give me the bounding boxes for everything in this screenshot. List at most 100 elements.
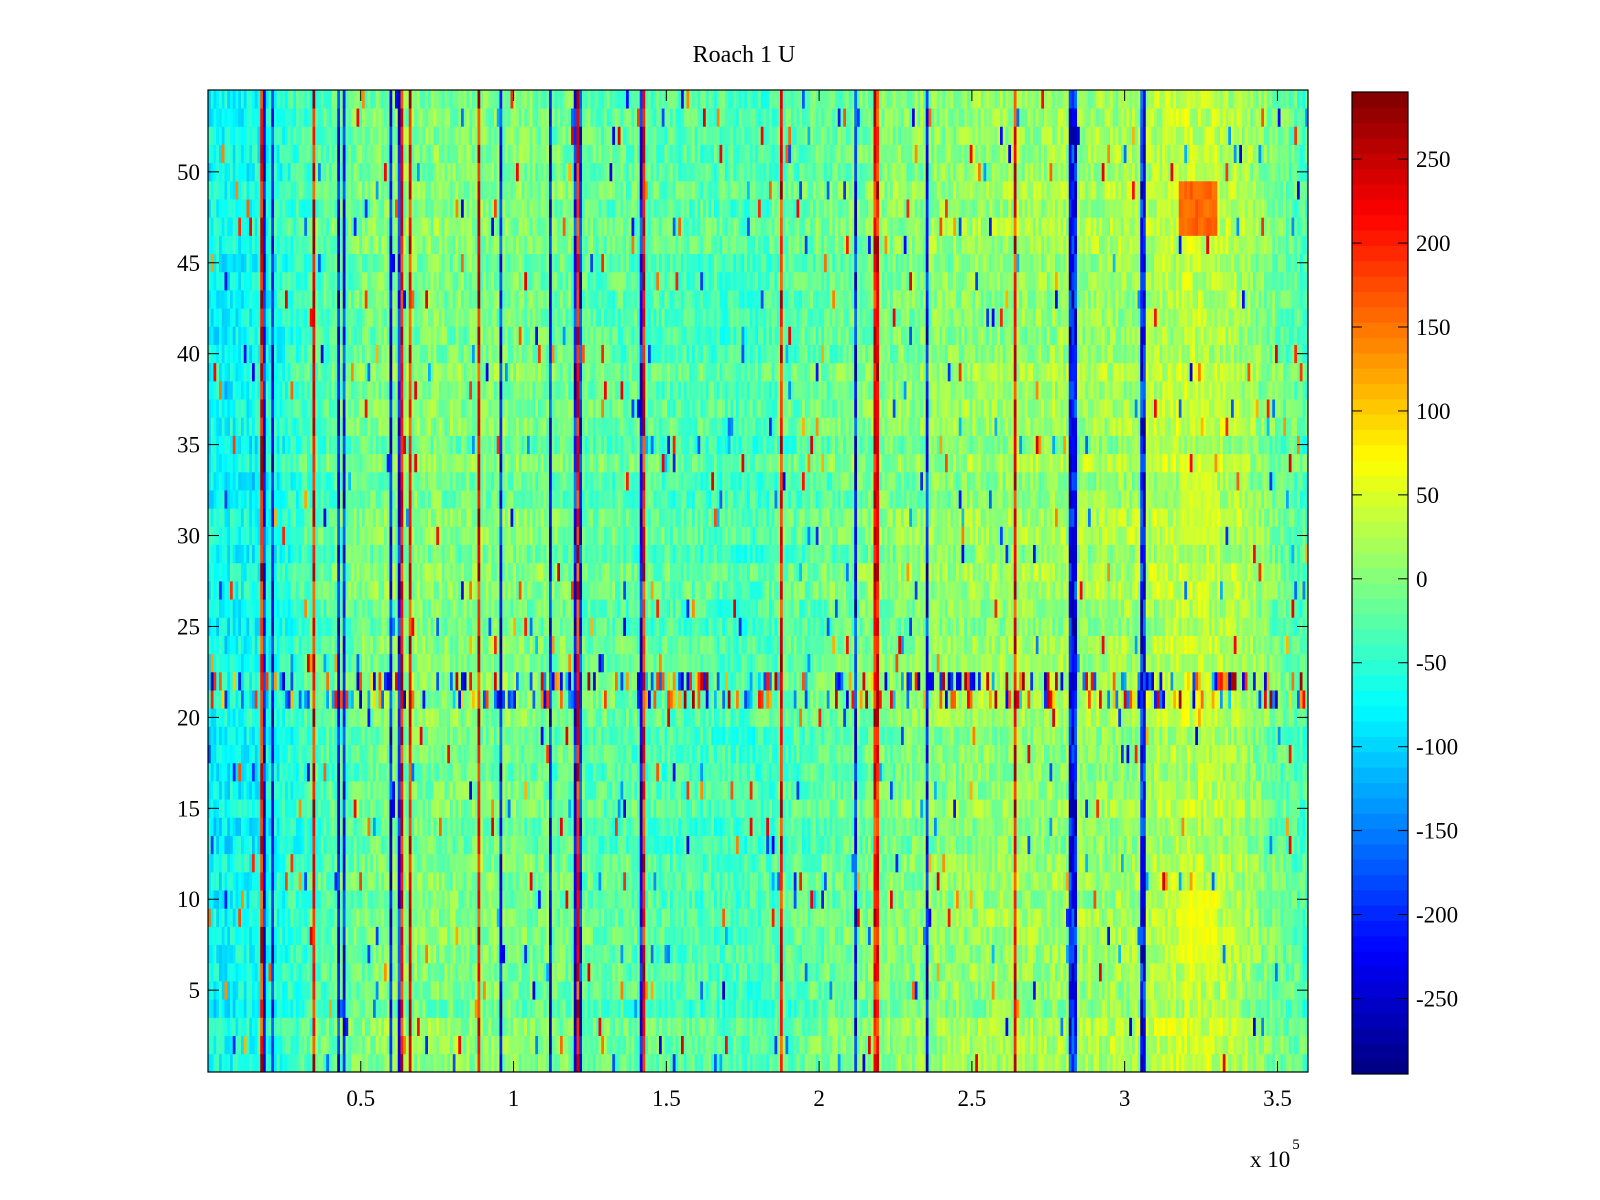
heatmap-cell <box>1217 981 1221 1000</box>
heatmap-cell <box>760 1035 764 1055</box>
heatmap-cell <box>436 835 440 855</box>
heatmap-cell <box>1024 890 1028 909</box>
heatmap-cell <box>1055 908 1059 927</box>
heatmap-cell <box>626 1053 630 1073</box>
heatmap-cell <box>540 1035 544 1055</box>
heatmap-cell <box>546 853 550 873</box>
heatmap-cell <box>1134 1035 1138 1055</box>
heatmap-cell <box>529 908 533 927</box>
heatmap-cell <box>576 871 580 891</box>
heatmap-cell <box>433 944 437 964</box>
heatmap-cell <box>826 1017 830 1036</box>
heatmap-cell <box>263 999 267 1018</box>
heatmap-cell <box>356 999 360 1018</box>
heatmap-cell <box>873 1053 877 1073</box>
heatmap-cell <box>1220 1035 1224 1055</box>
heatmap-cell <box>733 962 737 982</box>
heatmap-cell <box>502 890 506 909</box>
heatmap-cell <box>1066 1053 1070 1073</box>
heatmap-cell <box>771 1017 775 1036</box>
heatmap-cell <box>730 944 734 964</box>
heatmap-cell <box>967 962 971 982</box>
heatmap-cell <box>268 944 272 964</box>
heatmap-cell <box>1002 871 1006 891</box>
heatmap-cell <box>1200 962 1204 982</box>
heatmap-cell <box>516 871 520 891</box>
heatmap-cell <box>331 962 335 982</box>
heatmap-cell <box>568 890 572 909</box>
heatmap-cell <box>892 926 896 946</box>
heatmap-cell <box>914 853 918 873</box>
heatmap-cell <box>216 1035 220 1055</box>
heatmap-cell <box>373 835 377 855</box>
heatmap-cell <box>469 908 473 927</box>
heatmap-cell <box>1055 853 1059 873</box>
heatmap-cell <box>989 853 993 873</box>
heatmap-cell <box>238 926 242 946</box>
heatmap-cell <box>766 908 770 927</box>
heatmap-cell <box>821 962 825 982</box>
heatmap-cell <box>978 908 982 927</box>
heatmap-cell <box>1266 1017 1270 1036</box>
heatmap-cell <box>518 871 522 891</box>
heatmap-cell <box>1297 853 1301 873</box>
heatmap-cell <box>722 890 726 909</box>
heatmap-cell <box>340 908 344 927</box>
heatmap-cell <box>1247 926 1251 946</box>
heatmap-cell <box>650 871 654 891</box>
heatmap-cell <box>1140 962 1144 982</box>
heatmap-cell <box>1052 962 1056 982</box>
heatmap-cell <box>736 1053 740 1073</box>
heatmap-cell <box>1258 981 1262 1000</box>
heatmap-cell <box>400 1017 404 1036</box>
heatmap-cell <box>914 1035 918 1055</box>
heatmap-cell <box>1283 908 1287 927</box>
heatmap-cell <box>890 1035 894 1055</box>
heatmap-cell <box>975 853 979 873</box>
heatmap-cell <box>1228 1035 1232 1055</box>
heatmap-cell <box>1181 1035 1185 1055</box>
heatmap-cell <box>840 871 844 891</box>
heatmap-cell <box>895 926 899 946</box>
heatmap-cell <box>1063 853 1067 873</box>
heatmap-cell <box>689 1017 693 1036</box>
heatmap-cell <box>1008 962 1012 982</box>
heatmap-cell <box>703 890 707 909</box>
heatmap-cell <box>450 999 454 1018</box>
heatmap-cell <box>342 944 346 964</box>
heatmap-cell <box>274 1017 278 1036</box>
heatmap-cell <box>832 926 836 946</box>
heatmap-cell <box>450 981 454 1000</box>
heatmap-cell <box>840 1017 844 1036</box>
heatmap-cell <box>510 962 514 982</box>
heatmap-cell <box>1082 981 1086 1000</box>
heatmap-cell <box>1233 981 1237 1000</box>
heatmap-cell <box>271 908 275 927</box>
heatmap-cell <box>1079 853 1083 873</box>
heatmap-cell <box>890 871 894 891</box>
heatmap-cell <box>884 926 888 946</box>
heatmap-cell <box>1115 853 1119 873</box>
heatmap-cell <box>1272 853 1276 873</box>
heatmap-cell <box>972 1035 976 1055</box>
heatmap-cell <box>562 962 566 982</box>
heatmap-cell <box>892 853 896 873</box>
heatmap-cell <box>700 835 704 855</box>
heatmap-cell <box>634 1035 638 1055</box>
heatmap-cell <box>455 926 459 946</box>
heatmap-cell <box>1178 1017 1182 1036</box>
heatmap-cell <box>1077 926 1081 946</box>
heatmap-cell <box>1305 853 1309 873</box>
heatmap-cell <box>659 1035 663 1055</box>
heatmap-cell <box>378 908 382 927</box>
heatmap-cell <box>1181 1053 1185 1073</box>
heatmap-cell <box>1272 962 1276 982</box>
heatmap-cell <box>857 962 861 982</box>
heatmap-cell <box>1192 1035 1196 1055</box>
heatmap-cell <box>532 944 536 964</box>
heatmap-cell <box>659 1053 663 1073</box>
heatmap-cell <box>1145 999 1149 1018</box>
heatmap-cell <box>227 853 231 873</box>
heatmap-cell <box>329 1035 333 1055</box>
heatmap-cell <box>1264 926 1268 946</box>
